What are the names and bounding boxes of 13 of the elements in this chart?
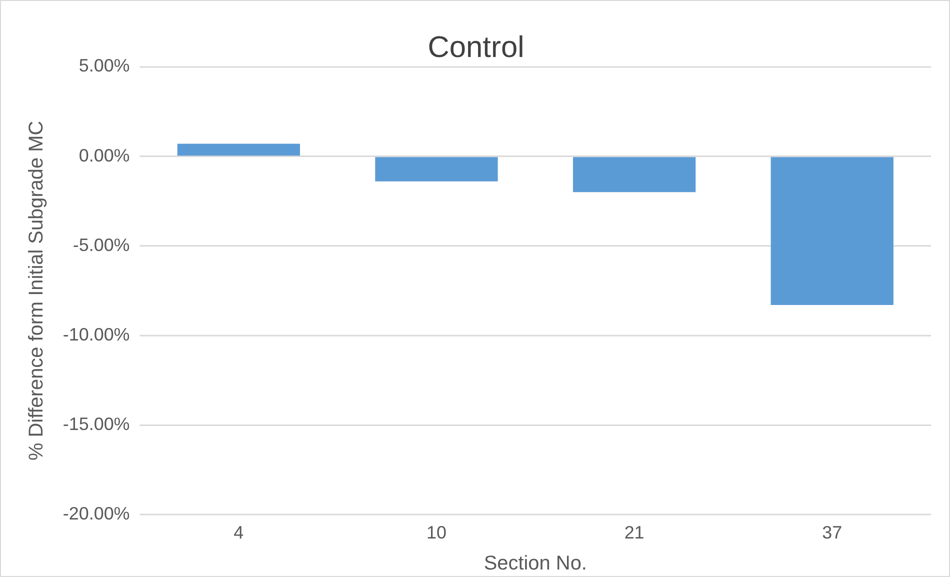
y-tick-label: -10.00% [62, 324, 130, 344]
y-tick-label: -5.00% [72, 234, 130, 255]
chart-title: Control [428, 31, 524, 64]
y-tick-label: -15.00% [62, 414, 130, 434]
y-tick-label: 5.00% [78, 56, 130, 76]
x-axis-title: Section No. [484, 552, 587, 575]
x-tick-label: 37 [822, 522, 842, 542]
x-tick-label: 4 [234, 522, 244, 542]
x-tick-label: 21 [624, 522, 644, 542]
x-tick-label: 10 [426, 522, 446, 542]
y-axis-title: % Difference form Initial Subgrade MC [25, 120, 48, 460]
y-tick-label: 0.00% [78, 145, 130, 166]
y-tick-label: -20.00% [62, 504, 130, 524]
